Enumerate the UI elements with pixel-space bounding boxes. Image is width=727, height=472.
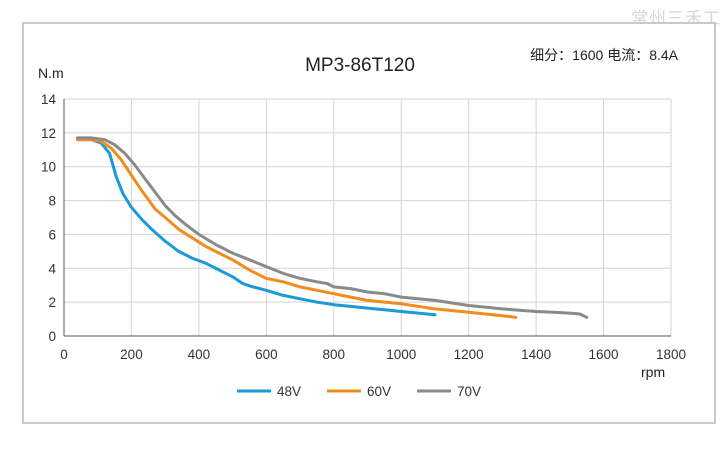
- x-axis-label: rpm: [641, 364, 665, 380]
- x-tick-label: 1600: [589, 347, 619, 362]
- y-tick-label: 0: [48, 329, 56, 344]
- y-tick-label: 12: [41, 126, 56, 141]
- x-tick-label: 1400: [521, 347, 551, 362]
- x-tick-label: 200: [120, 347, 143, 362]
- y-tick-label: 2: [48, 295, 56, 310]
- series-line-60V: [76, 138, 518, 319]
- x-tick-label: 1800: [656, 347, 686, 362]
- x-tick-label: 1200: [454, 347, 484, 362]
- y-tick-label: 6: [48, 227, 56, 242]
- chart-info-text: 细分：1600 电流：8.4A: [530, 47, 678, 63]
- series-lines: [76, 136, 589, 319]
- y-axis-label: N.m: [38, 65, 64, 81]
- legend-label-48V: 48V: [277, 384, 301, 399]
- series-line-48V: [76, 138, 437, 317]
- x-tick-label: 400: [188, 347, 211, 362]
- legend-label-70V: 70V: [457, 384, 481, 399]
- chart-frame: [22, 22, 716, 424]
- series-line-70V: [76, 136, 589, 319]
- y-tick-label: 4: [48, 261, 56, 276]
- y-tick-label: 14: [41, 92, 57, 107]
- x-tick-label: 600: [255, 347, 278, 362]
- legend: 48V 60V 70V: [237, 384, 481, 399]
- chart-title: MP3-86T120: [305, 55, 415, 76]
- y-tick-label: 8: [48, 194, 56, 209]
- axes: 0 2 4 6 8 10 12 14 0 200 400 600 800 1000 1200 1400 1600…: [41, 92, 686, 362]
- x-tick-label: 0: [60, 347, 68, 362]
- legend-label-60V: 60V: [367, 384, 391, 399]
- y-tick-label: 10: [41, 160, 56, 175]
- x-tick-label: 800: [323, 347, 346, 362]
- x-tick-label: 1000: [386, 347, 416, 362]
- grid-lines: [63, 98, 672, 337]
